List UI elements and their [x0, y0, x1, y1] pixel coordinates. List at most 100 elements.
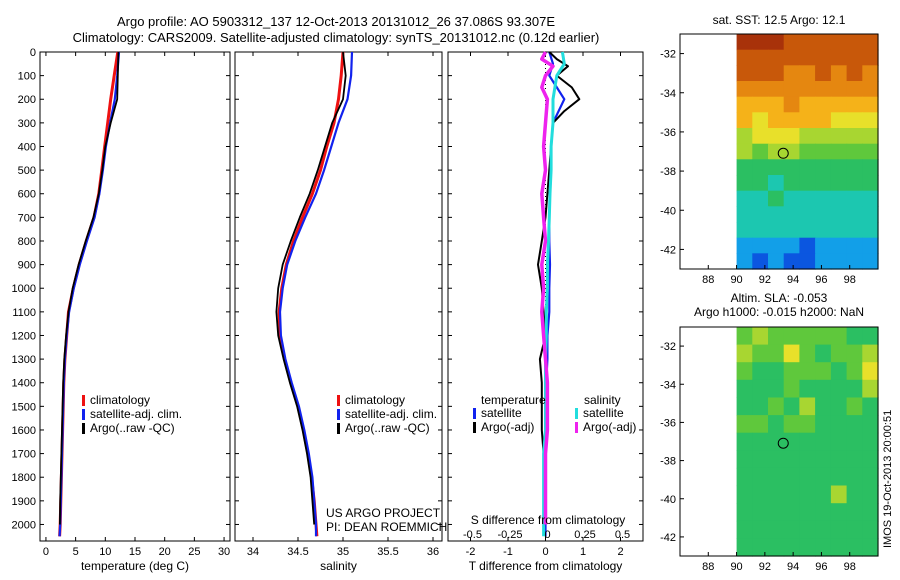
map-cell	[846, 432, 863, 451]
map-cell	[768, 379, 785, 398]
map-cell	[799, 415, 816, 434]
x-tick-label: 98	[844, 561, 856, 573]
map-cell	[768, 237, 785, 254]
map-cell	[799, 379, 816, 398]
map-cell	[783, 65, 800, 82]
series-line-2	[59, 51, 120, 525]
map-frame	[679, 326, 879, 557]
map-cell	[768, 538, 785, 557]
x-tick-label: 94	[787, 561, 799, 573]
map-cell	[815, 253, 832, 270]
map-cell	[815, 485, 832, 504]
map-cell	[830, 112, 848, 129]
x-tick-label: 35	[337, 546, 349, 558]
map-cell	[830, 485, 848, 504]
map-cell	[783, 112, 800, 129]
x-tick-label: 25	[188, 546, 200, 558]
legend-swatch	[473, 422, 476, 433]
map-cell	[830, 503, 848, 522]
map-cell	[862, 34, 879, 51]
map-cell	[752, 206, 769, 223]
map-cell	[846, 362, 863, 381]
map-cell	[799, 143, 816, 160]
map-cell	[768, 143, 785, 160]
map-cell	[815, 175, 832, 192]
top-tick-label: 0.5	[615, 529, 630, 541]
map-cell	[736, 397, 753, 416]
map-cell	[768, 112, 785, 129]
map-cell	[862, 190, 879, 207]
map-cell	[862, 362, 879, 381]
map-frame	[679, 33, 879, 270]
y-tick-label: 600	[18, 189, 36, 201]
side-label: IMOS 19-Oct-2013 20:00:51	[882, 410, 894, 548]
map-cell	[736, 65, 753, 82]
map-cell	[768, 190, 785, 207]
map-cell	[799, 520, 816, 539]
map-cell	[799, 128, 816, 145]
map-cell	[799, 96, 816, 113]
y-tick-label: 1700	[12, 449, 36, 461]
map-cell	[862, 112, 879, 129]
map-cell	[830, 34, 848, 51]
map-cell	[799, 467, 816, 487]
map-cell	[736, 415, 753, 434]
x-tick-label: -2	[466, 546, 476, 558]
map-cell	[783, 206, 800, 223]
map-cell	[752, 159, 769, 176]
map-cell	[768, 128, 785, 145]
series-line-2	[275, 51, 347, 525]
map-cell	[846, 96, 863, 113]
x-tick-label: 98	[844, 274, 856, 286]
map-cell	[736, 362, 753, 381]
map-cell	[846, 112, 863, 129]
map-cell	[830, 362, 848, 381]
legend-swatch	[575, 408, 578, 419]
map-cell	[830, 520, 848, 539]
map-cell	[736, 112, 753, 129]
map-cell	[752, 143, 769, 160]
map-cell	[815, 538, 832, 557]
map-cell	[752, 237, 769, 254]
map-cell	[752, 327, 769, 346]
legend-label: Argo(..raw -QC)	[345, 421, 430, 435]
map-cell	[736, 538, 753, 557]
map-cell	[830, 327, 848, 346]
map-cell	[783, 128, 800, 145]
sla-map: 88 90 92 94 96 98 -32 -34 -36 -38 -40 -42 Altim. SLA…	[660, 291, 879, 573]
map-cell	[830, 415, 848, 434]
legend-label: climatology	[345, 393, 405, 407]
map-cell	[830, 159, 848, 176]
x-tick-label: 10	[99, 546, 111, 558]
map-cell	[768, 34, 785, 51]
map-cell	[768, 65, 785, 82]
y-tick-label: 400	[18, 141, 36, 153]
map-cell	[830, 450, 848, 469]
map-cell	[783, 520, 800, 539]
argo-position-marker	[777, 147, 789, 159]
map-cell	[862, 344, 879, 363]
map-cell	[736, 159, 753, 176]
map-cell	[830, 206, 848, 223]
y-tick-label: 1500	[12, 401, 36, 413]
map-cell	[768, 397, 785, 416]
map-cell	[752, 362, 769, 381]
map-cell	[799, 34, 816, 51]
map-cell	[862, 450, 879, 469]
y-tick-label: -32	[660, 49, 676, 61]
y-tick-label: -36	[660, 127, 676, 139]
map-cell	[815, 96, 832, 113]
map-cell	[862, 327, 879, 346]
map-title: sat. SST: 12.5 Argo: 12.1	[713, 13, 846, 27]
map-cell	[846, 538, 863, 557]
y-tick-label: -38	[660, 166, 676, 178]
x-tick-label: 90	[730, 561, 742, 573]
map-cell	[830, 379, 848, 398]
map-cell	[846, 237, 863, 254]
map-cell	[846, 379, 863, 398]
map-cell	[846, 397, 863, 416]
y-tick-label: 0	[30, 47, 36, 59]
map-cell	[862, 143, 879, 160]
map-cell	[752, 96, 769, 113]
map-cell	[815, 206, 832, 223]
